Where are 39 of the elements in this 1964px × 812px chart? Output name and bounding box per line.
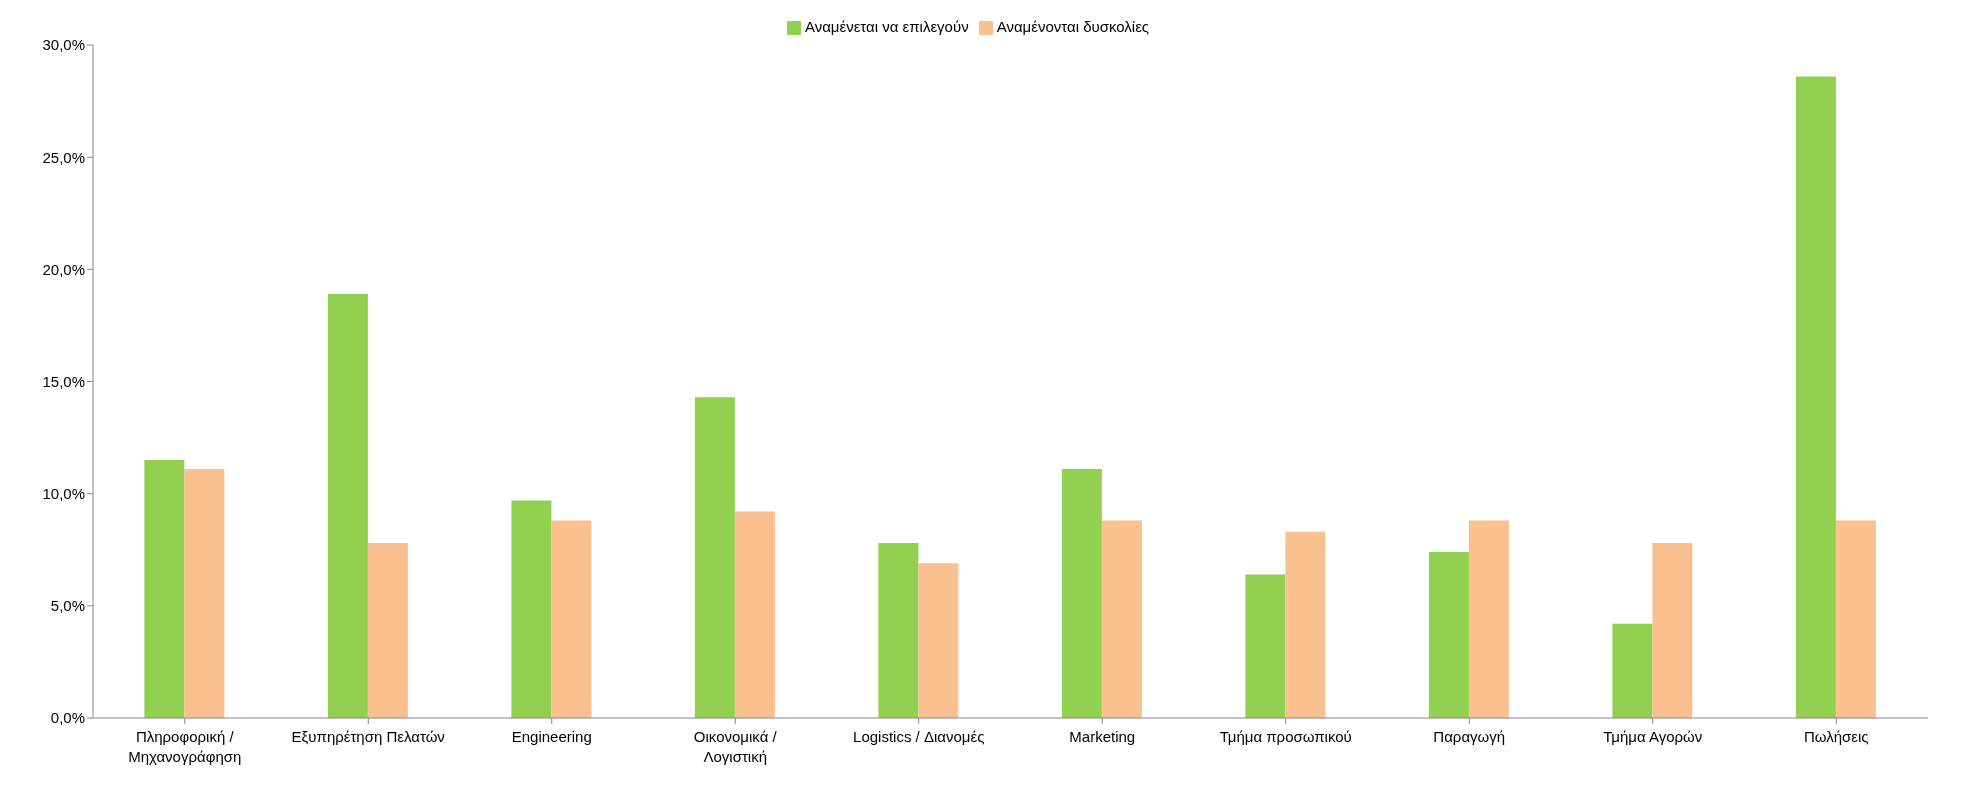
x-tick-label: Engineering (511, 728, 592, 745)
x-tick-label: Εξυπηρέτηση Πελατών (291, 728, 445, 745)
bar (1612, 623, 1653, 718)
x-tick-label: Πωλήσεις (1803, 728, 1869, 745)
y-tick-label: 25,0% (42, 148, 85, 166)
y-tick-label: 20,0% (42, 260, 85, 278)
legend-label: Αναμένεται να επιλεγούν (804, 18, 969, 35)
bar (1468, 520, 1509, 718)
bar (1795, 76, 1836, 718)
bar (144, 460, 185, 718)
bar (878, 543, 919, 718)
x-tick-label: Πληροφορική / Μηχανογράφηση (128, 728, 242, 765)
bar (367, 543, 408, 718)
x-tick-label: Τμήμα Αγορών (1603, 728, 1703, 745)
y-tick-label: 10,0% (42, 485, 85, 502)
bar (918, 563, 959, 718)
y-tick-label: 15,0% (42, 372, 85, 390)
bar (551, 520, 592, 718)
x-tick-label: Τμήμα προσωπικού (1219, 728, 1352, 745)
bar (1061, 469, 1102, 718)
x-tick-label: Marketing (1069, 728, 1136, 745)
bar (1652, 543, 1693, 718)
bar (734, 511, 775, 718)
bar (1245, 574, 1286, 718)
bar (1835, 520, 1876, 718)
bar (1428, 552, 1469, 718)
x-tick-label: Logistics / Διανομές (853, 728, 985, 745)
y-tick-label: 0,0% (50, 709, 85, 727)
y-tick-label: 30,0% (42, 36, 85, 54)
legend-label: Αναμένονται δυσκολίες (996, 18, 1150, 35)
bar (184, 469, 225, 718)
x-tick-label: Οικονομικά / Λογιστική (693, 728, 778, 765)
bar (1101, 520, 1142, 718)
x-tick-label: Παραγωγή (1433, 728, 1506, 745)
bar (327, 294, 368, 718)
y-tick-label: 5,0% (50, 597, 85, 615)
bar (694, 397, 735, 718)
bar (511, 500, 552, 718)
bar (1285, 531, 1326, 718)
